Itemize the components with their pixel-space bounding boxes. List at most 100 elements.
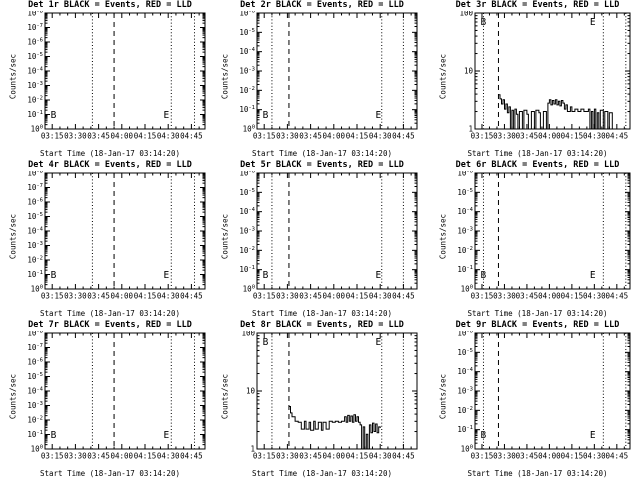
x-tick-label: 03:30: [64, 292, 87, 301]
x-tick-label: 03:45: [87, 452, 110, 461]
marker-E: E: [164, 430, 170, 441]
x-axis: 03:15 03:30 03:45 04:00 04:15 04:30 04:45: [253, 333, 415, 461]
axes-frame: [44, 172, 206, 290]
plot-area: 03:15 03:30 03:45 04:00 04:15 04:30 04:4510010…: [27, 171, 206, 301]
data-series-events: [288, 406, 381, 450]
x-tick-label: 03:15: [471, 452, 494, 461]
panel-det-2r: Det 2r BLACK = Events, RED = LLD Counts/…: [217, 0, 427, 160]
x-tick-label: 03:30: [493, 132, 516, 141]
x-tick-label: 03:30: [64, 452, 87, 461]
y-tick-label: 10-3: [457, 227, 473, 236]
panel-title: Det 8r BLACK = Events, RED = LLD: [240, 320, 404, 330]
panel-det-4r: Det 4r BLACK = Events, RED = LLD Counts/…: [5, 160, 215, 320]
x-tick-label: 04:30: [157, 292, 180, 301]
x-tick-label: 04:00: [111, 132, 134, 141]
y-tick-label: 10-4: [457, 207, 473, 216]
plot-area: 03:15 03:30 03:45 04:00 04:15 04:30 04:4510010…: [27, 11, 206, 141]
x-tick-label: 04:00: [111, 292, 134, 301]
y-tick-label: 100: [243, 285, 255, 294]
y-tick-label: 10-3: [457, 387, 473, 396]
x-tick-label: 03:30: [276, 452, 299, 461]
marker-E: E: [164, 110, 170, 121]
x-axis: 03:15 03:30 03:45 04:00 04:15 04:30 04:45: [41, 173, 203, 301]
y-tick-label: 10: [464, 67, 474, 76]
x-tick-label: 04:45: [180, 132, 203, 141]
x-tick-label: 04:30: [369, 292, 392, 301]
x-tick-label: 03:15: [41, 132, 64, 141]
y-tick-label: 10-7: [27, 183, 43, 192]
marker-B: B: [51, 110, 57, 121]
x-tick-label: 03:45: [516, 452, 539, 461]
x-tick-label: 03:45: [299, 452, 322, 461]
x-tick-label: 03:45: [516, 292, 539, 301]
y-tick-label: 100: [31, 125, 43, 134]
x-axis: 03:15 03:30 03:45 04:00 04:15 04:30 04:45: [41, 13, 203, 141]
panel-det-1r: Det 1r BLACK = Events, RED = LLD Counts/…: [5, 0, 215, 160]
panel-title: Det 2r BLACK = Events, RED = LLD: [240, 0, 404, 10]
marker-B: B: [480, 17, 486, 28]
x-tick-label: 04:00: [111, 452, 134, 461]
x-tick-label: 04:15: [561, 132, 584, 141]
x-tick-label: 03:30: [276, 132, 299, 141]
panel-det-3r: Det 3r BLACK = Events, RED = LLD Counts/…: [435, 0, 640, 160]
y-tick-label: 10-5: [457, 188, 473, 197]
x-tick-label: 04:30: [583, 452, 606, 461]
x-axis-label: Start Time (18-Jan-17 03:14:20): [40, 309, 180, 318]
y-tick-label: 100: [461, 445, 473, 454]
x-tick-label: 03:15: [471, 132, 494, 141]
panel-det-5r: Det 5r BLACK = Events, RED = LLD Counts/…: [217, 160, 427, 320]
x-tick-label: 04:45: [606, 292, 629, 301]
y-tick-label: 10-4: [27, 387, 43, 396]
x-axis-label: Start Time (18-Jan-17 03:14:20): [467, 309, 608, 318]
x-tick-label: 04:30: [369, 132, 392, 141]
plot-area: 03:15 03:30 03:45 04:00 04:15 04:30 04:4510010…: [457, 331, 631, 461]
x-tick-label: 04:15: [346, 292, 369, 301]
panel-title: Det 9r BLACK = Events, RED = LLD: [455, 320, 620, 330]
x-tick-label: 03:15: [41, 292, 64, 301]
y-tick-label: 100: [241, 331, 255, 338]
x-axis-label: Start Time (18-Jan-17 03:14:20): [252, 149, 392, 158]
x-axis-label: Start Time (18-Jan-17 03:14:20): [467, 149, 608, 158]
y-tick-label: 10-1: [457, 265, 473, 274]
marker-E: E: [376, 110, 382, 121]
x-tick-label: 04:45: [392, 292, 415, 301]
x-axis: 03:15 03:30 03:45 04:00 04:15 04:30 04:45: [41, 333, 203, 461]
x-tick-label: 04:45: [392, 132, 415, 141]
x-tick-label: 04:30: [157, 132, 180, 141]
plot-area: 03:15 03:30 03:45 04:00 04:15 04:30 04:45 1 10 10…: [459, 11, 631, 141]
marker-E: E: [590, 430, 596, 441]
panel-title: Det 5r BLACK = Events, RED = LLD: [240, 160, 404, 170]
x-axis-label: Start Time (18-Jan-17 03:14:20): [40, 469, 180, 478]
panel-det-8r: Det 8r BLACK = Events, RED = LLD Counts/…: [217, 320, 427, 480]
y-tick-label: 10-2: [27, 256, 43, 265]
axes-frame: [44, 12, 206, 130]
y-tick-label: 10-1: [27, 430, 43, 439]
y-tick-label: 10-1: [239, 105, 255, 114]
x-tick-label: 04:00: [323, 452, 346, 461]
x-tick-label: 03:30: [276, 292, 299, 301]
panel-title: Det 1r BLACK = Events, RED = LLD: [28, 0, 192, 10]
x-tick-label: 04:15: [134, 132, 157, 141]
y-axis: 100 10-1 10-2 10-3 10-4 10-5 10-6: [457, 171, 630, 294]
x-tick-label: 03:45: [516, 132, 539, 141]
x-tick-label: 03:45: [87, 132, 110, 141]
x-tick-label: 04:45: [180, 292, 203, 301]
y-tick-label: 10-2: [457, 246, 473, 255]
panel-title: Det 7r BLACK = Events, RED = LLD: [28, 320, 192, 330]
y-tick-label: 10-3: [27, 241, 43, 250]
marker-E: E: [164, 270, 170, 281]
y-tick-label: 10-5: [457, 348, 473, 357]
panel-det-6r: Det 6r BLACK = Events, RED = LLD Counts/…: [435, 160, 640, 320]
panel-title: Det 4r BLACK = Events, RED = LLD: [28, 160, 192, 170]
y-tick-label: 10-2: [457, 406, 473, 415]
x-axis: 03:15 03:30 03:45 04:00 04:15 04:30 04:45: [253, 13, 415, 141]
y-tick-label: 100: [243, 125, 255, 134]
x-tick-label: 03:15: [41, 452, 64, 461]
x-tick-label: 04:15: [134, 452, 157, 461]
marker-B: B: [263, 110, 269, 121]
marker-B: B: [480, 270, 486, 281]
y-axis: 1 10 100: [459, 11, 630, 134]
y-tick-label: 10-6: [27, 198, 43, 207]
